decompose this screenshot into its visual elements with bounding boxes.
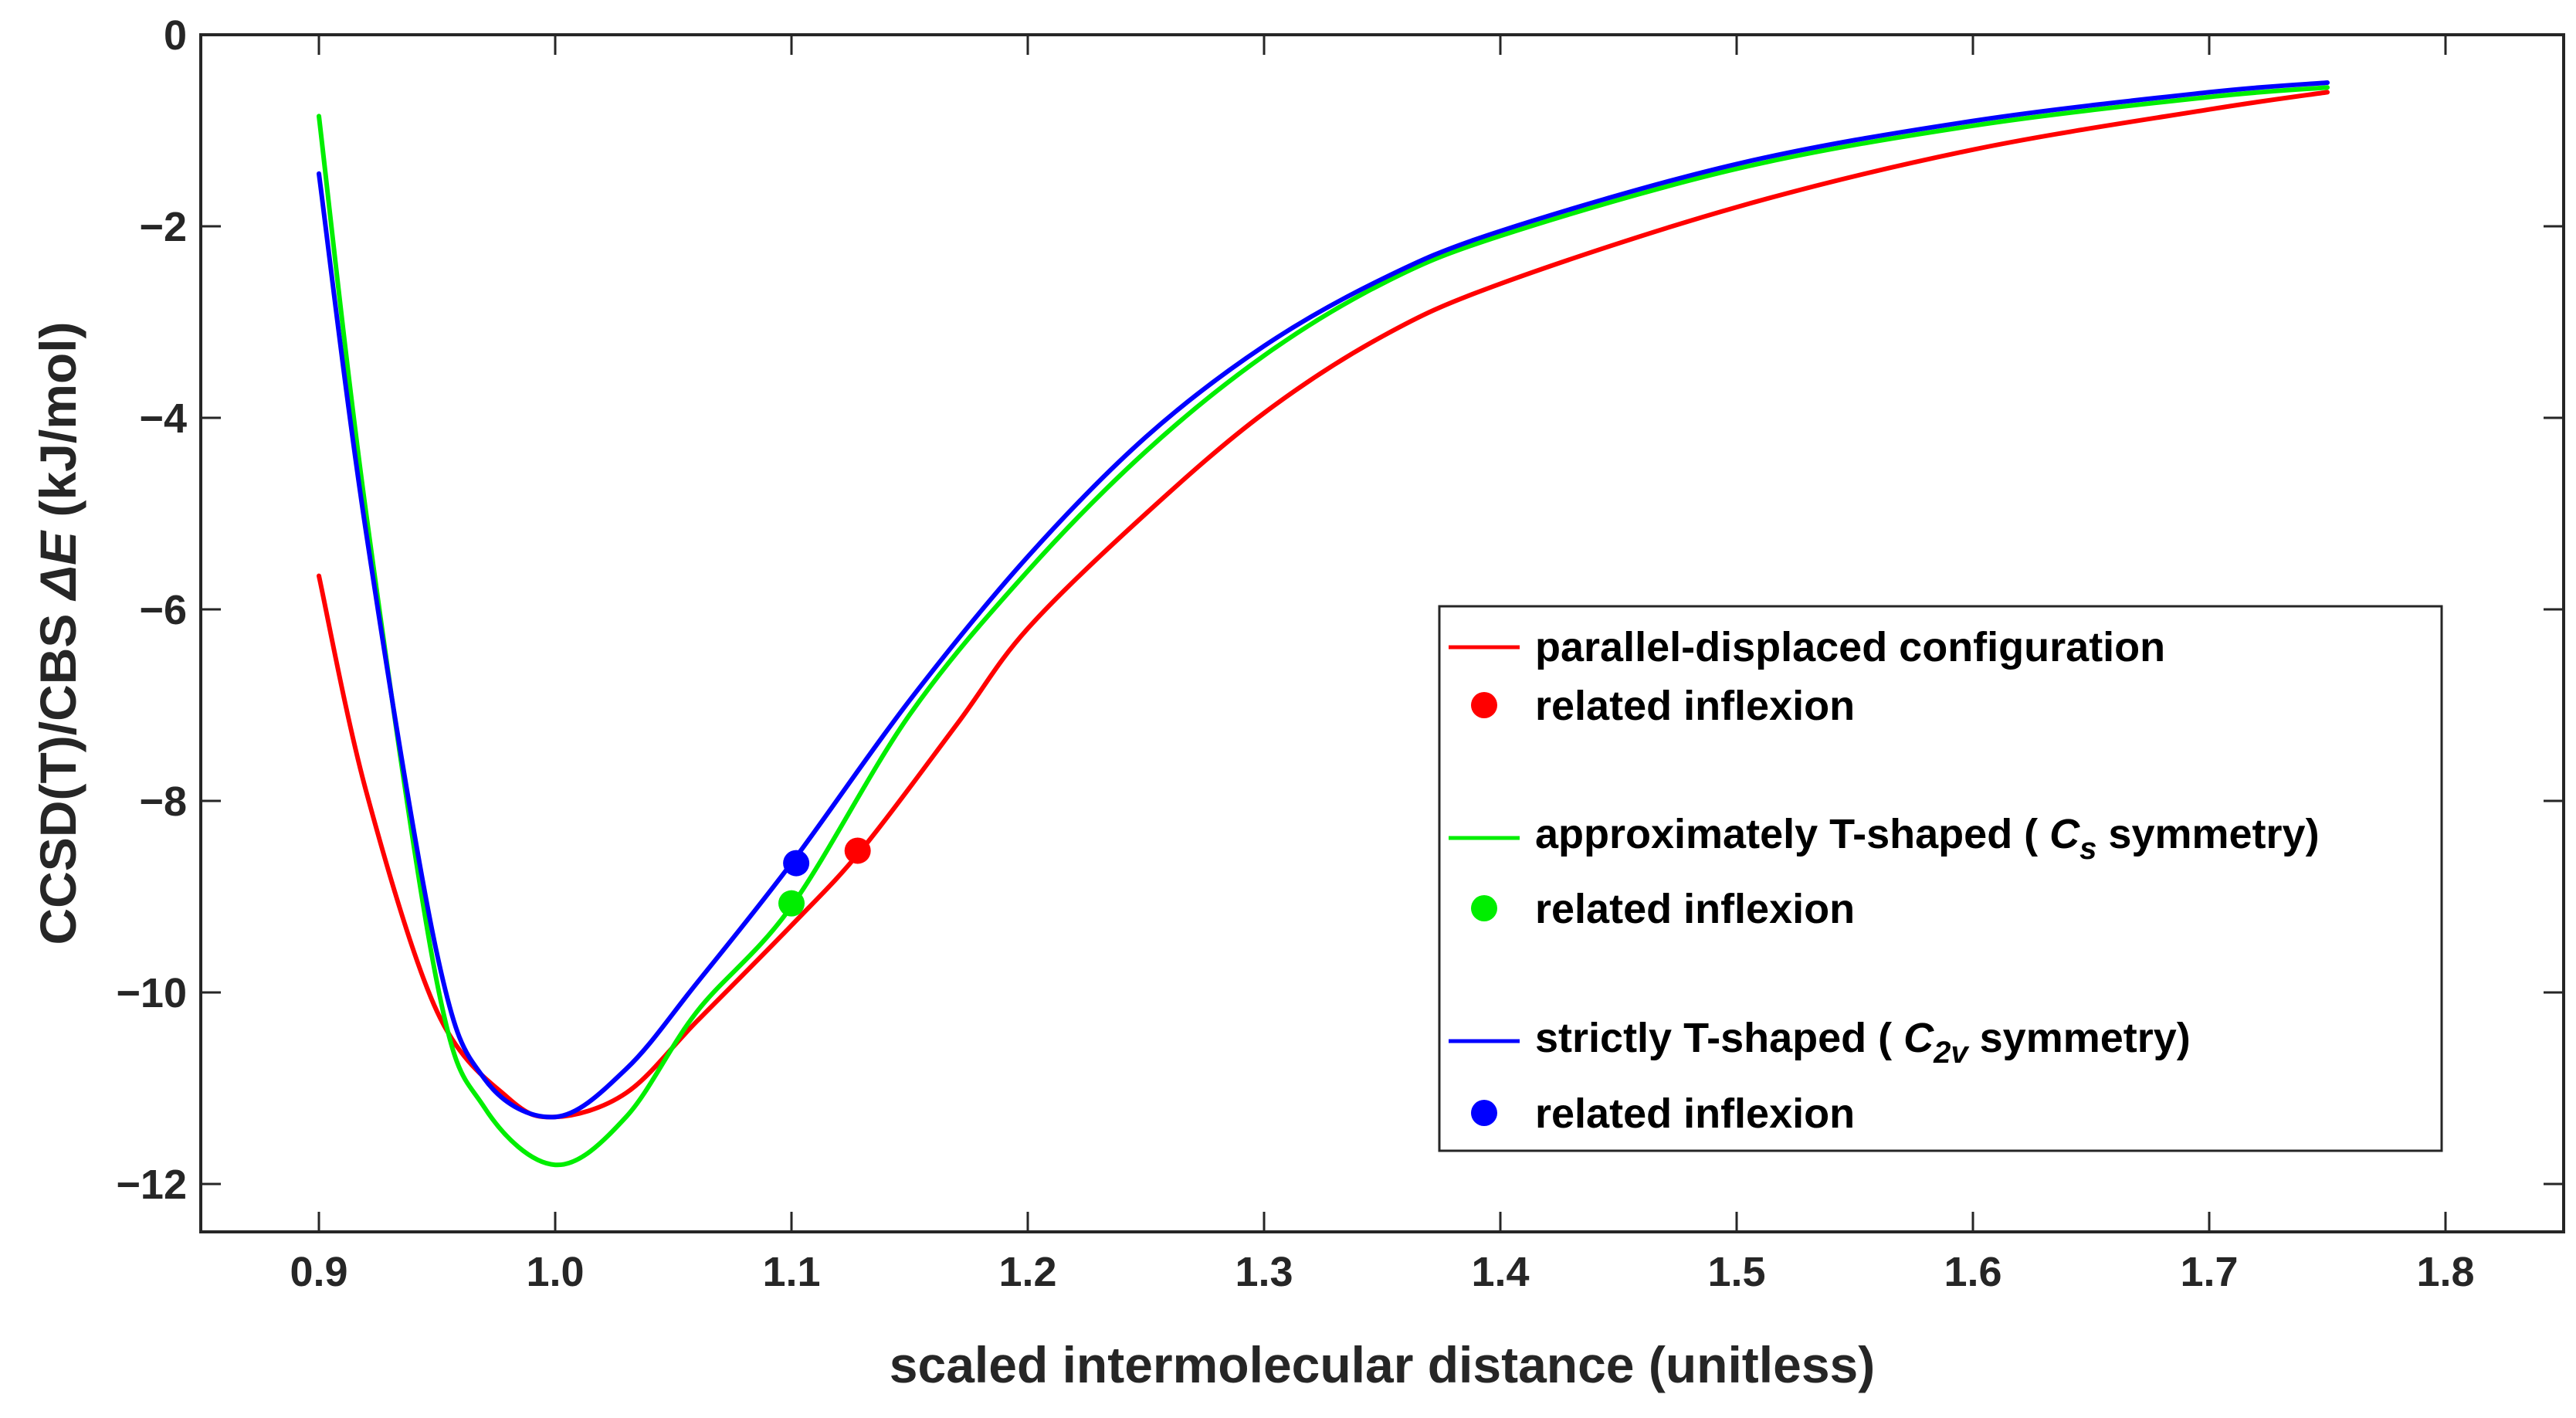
y-tick-label: −6 (139, 587, 187, 633)
series-layer (317, 80, 2330, 1168)
x-tick-label: 1.0 (526, 1249, 584, 1295)
x-tick-label: 1.8 (2416, 1249, 2474, 1295)
series-line-t-shaped-cs (317, 85, 2330, 1168)
y-axis-title: CCSD(T)/CBS ΔE (kJ/mol) (29, 321, 86, 945)
plot-frame (199, 33, 2565, 1233)
y-tick-label: −4 (139, 395, 187, 442)
legend: parallel-displaced configuration related… (1438, 605, 2443, 1152)
x-tick-label: 1.3 (1235, 1249, 1293, 1295)
x-tick-label: 1.4 (1471, 1249, 1529, 1295)
x-tick-label: 1.5 (1707, 1249, 1765, 1295)
legend-marker-t-shaped-cs-inflexion (1471, 895, 1497, 921)
y-axis-title-suffix: (kJ/mol) (29, 321, 86, 531)
legend-label-parallel-inflexion: related inflexion (1535, 683, 1855, 729)
legend-label-t-shaped-cs-inflexion: related inflexion (1535, 886, 1855, 932)
y-tick-label: −8 (139, 779, 187, 825)
x-tick-label: 1.6 (1944, 1249, 2001, 1295)
y-tick-label: −2 (139, 204, 187, 250)
inflexion-point-t-shaped-c2v (783, 850, 810, 877)
inflexion-point-t-shaped-cs (778, 890, 805, 917)
legend-label-parallel: parallel-displaced configuration (1535, 624, 2165, 670)
x-tick-label: 1.7 (2180, 1249, 2238, 1295)
y-tick-label: −10 (116, 970, 187, 1016)
y-tick-label: −12 (116, 1162, 187, 1208)
inflexion-point-parallel-displaced (844, 837, 871, 864)
y-axis-title-symbol: ΔE (29, 530, 86, 602)
tick-layer: 0.9 1.0 1.1 1.2 1.3 1.4 1.5 1.6 1.7 1.8 0 −2 −4 −6 −8 −… (116, 12, 2564, 1295)
y-tick-label: 0 (164, 12, 187, 59)
x-tick-label: 1.2 (998, 1249, 1056, 1295)
legend-label-t-shaped-c2v: strictly T-shaped ( C2v symmetry) (1535, 1015, 2191, 1070)
x-axis-title: scaled intermolecular distance (unitless… (890, 1336, 1875, 1393)
x-tick-label: 1.1 (762, 1249, 820, 1295)
legend-marker-parallel-inflexion (1471, 692, 1497, 718)
legend-marker-t-shaped-c2v-inflexion (1471, 1100, 1497, 1126)
legend-label-t-shaped-c2v-inflexion: related inflexion (1535, 1091, 1855, 1137)
legend-box (1438, 605, 2443, 1152)
x-tick-label: 0.9 (290, 1249, 347, 1295)
series-line-t-shaped-c2v (317, 80, 2330, 1120)
legend-label-t-shaped-cs: approximately T-shaped ( Cs symmetry) (1535, 811, 2320, 866)
y-axis-title-prefix: CCSD(T)/CBS (29, 599, 86, 945)
